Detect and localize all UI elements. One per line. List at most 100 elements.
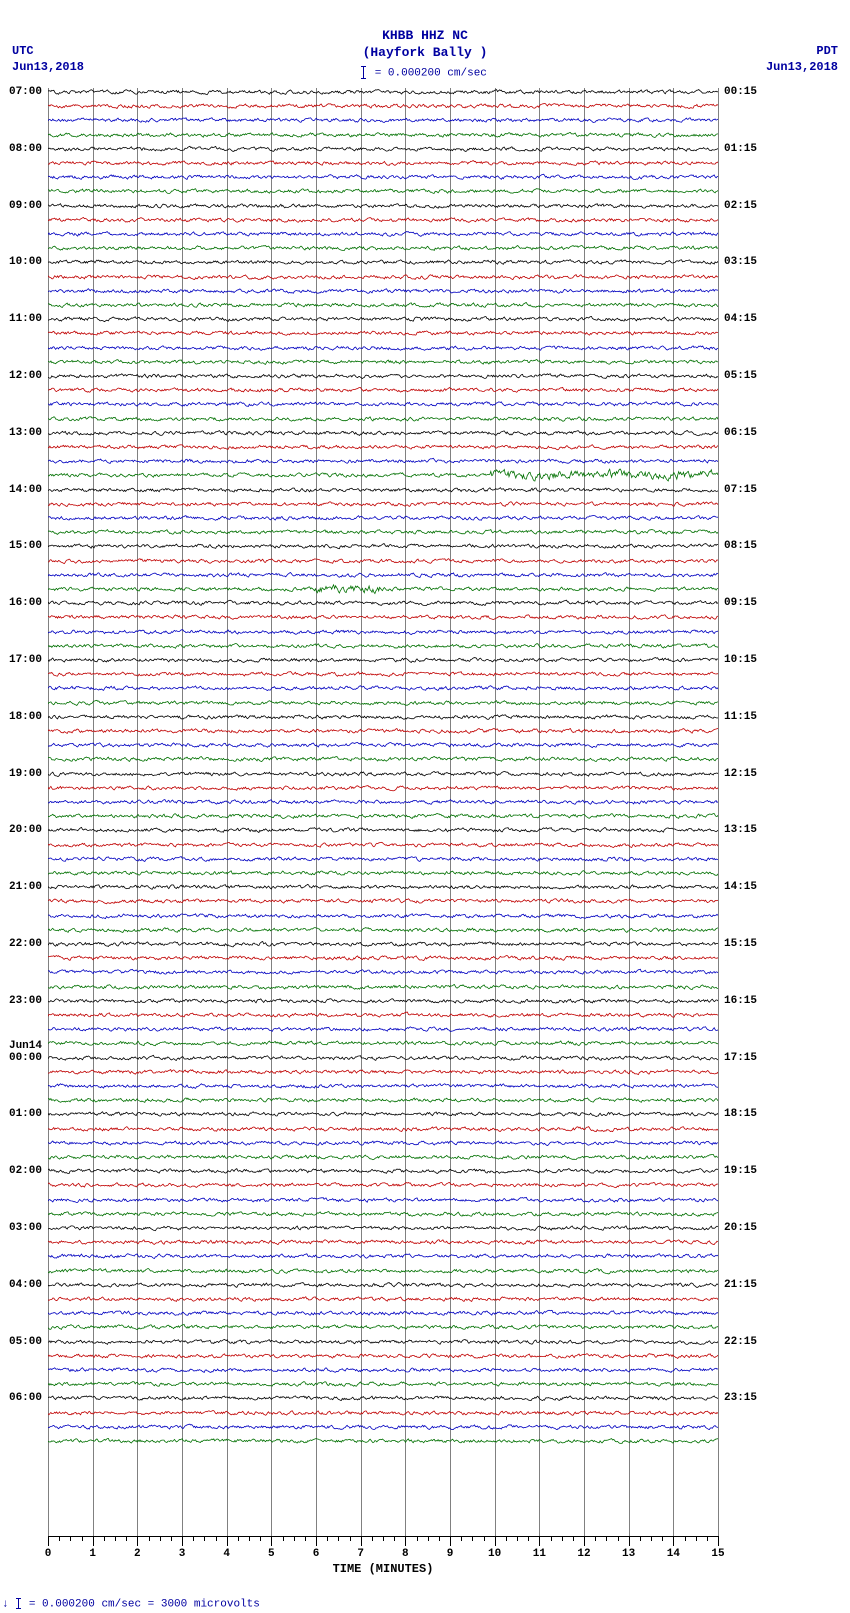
trace-row (48, 241, 718, 255)
trace-row (48, 128, 718, 142)
utc-time-label: 18:00 (9, 711, 42, 723)
xtick-minor (372, 1536, 373, 1541)
xtick-major (316, 1536, 317, 1546)
trace-row (48, 1363, 718, 1377)
utc-time-label: 06:00 (9, 1392, 42, 1404)
utc-time-label: 07:00 (9, 86, 42, 98)
seismogram-plot: 07:0008:0009:0010:0011:0012:0013:0014:00… (48, 88, 718, 1536)
trace-row (48, 369, 718, 383)
xtick-minor (82, 1536, 83, 1541)
trace-row (48, 1221, 718, 1235)
trace-row (48, 795, 718, 809)
xtick-label: 14 (667, 1548, 680, 1560)
trace-row (48, 1292, 718, 1306)
xtick-minor (327, 1536, 328, 1541)
trace-row (48, 284, 718, 298)
xtick-minor (249, 1536, 250, 1541)
xtick-major (361, 1536, 362, 1546)
pdt-time-label: 06:15 (724, 427, 757, 439)
trace-row (48, 767, 718, 781)
trace-row (48, 667, 718, 681)
trace-row (48, 610, 718, 624)
xtick-label: 7 (357, 1548, 364, 1560)
utc-time-label: 08:00 (9, 143, 42, 155)
xtick-minor (216, 1536, 217, 1541)
trace-row (48, 383, 718, 397)
pdt-time-label: 16:15 (724, 995, 757, 1007)
trace-row (48, 738, 718, 752)
xtick-label: 3 (179, 1548, 186, 1560)
trace-row (48, 681, 718, 695)
trace-row (48, 1164, 718, 1178)
xtick-minor (104, 1536, 105, 1541)
xtick-major (450, 1536, 451, 1546)
trace-row (48, 454, 718, 468)
pdt-time-label: 01:15 (724, 143, 757, 155)
trace-row (48, 1320, 718, 1334)
trace-row (48, 1349, 718, 1363)
utc-time-label: 12:00 (9, 370, 42, 382)
xtick-label: 11 (533, 1548, 546, 1560)
xtick-minor (59, 1536, 60, 1541)
xtick-minor (115, 1536, 116, 1541)
xtick-minor (707, 1536, 708, 1541)
footer: ↓ = 0.000200 cm/sec = 3000 microvolts (2, 1598, 260, 1610)
xtick-minor (461, 1536, 462, 1541)
trace-row (48, 554, 718, 568)
trace-row (48, 724, 718, 738)
xtick-label: 12 (577, 1548, 590, 1560)
trace-row (48, 142, 718, 156)
trace-row (48, 653, 718, 667)
station-code: KHBB HHZ NC (0, 28, 850, 45)
trace-row (48, 1178, 718, 1192)
footer-text: = 0.000200 cm/sec = 3000 microvolts (29, 1598, 260, 1610)
xtick-minor (439, 1536, 440, 1541)
xtick-minor (551, 1536, 552, 1541)
utc-time-label: 01:00 (9, 1108, 42, 1120)
xtick-major (48, 1536, 49, 1546)
trace-row (48, 1434, 718, 1448)
scale-text: = 0.000200 cm/sec (375, 67, 487, 79)
xtick-major (629, 1536, 630, 1546)
xtick-label: 6 (313, 1548, 320, 1560)
trace-row (48, 1022, 718, 1036)
trace-row (48, 99, 718, 113)
xtick-label: 1 (89, 1548, 96, 1560)
footer-bar-icon (18, 1598, 19, 1609)
trace-row (48, 511, 718, 525)
trace-row (48, 85, 718, 99)
trace-row (48, 312, 718, 326)
pdt-time-label: 23:15 (724, 1392, 757, 1404)
pdt-time-label: 14:15 (724, 881, 757, 893)
trace-row (48, 1406, 718, 1420)
xtick-label: 5 (268, 1548, 275, 1560)
trace-row (48, 255, 718, 269)
xtick-minor (573, 1536, 574, 1541)
trace-row (48, 1136, 718, 1150)
trace-row (48, 1036, 718, 1050)
trace-row (48, 568, 718, 582)
utc-date-label: Jun14 (9, 1040, 42, 1052)
xtick-minor (528, 1536, 529, 1541)
utc-time-label: 05:00 (9, 1336, 42, 1348)
trace-row (48, 426, 718, 440)
xtick-minor (394, 1536, 395, 1541)
trace-row (48, 923, 718, 937)
pdt-time-label: 02:15 (724, 200, 757, 212)
trace-row (48, 625, 718, 639)
xtick-major (495, 1536, 496, 1546)
trace-row (48, 1065, 718, 1079)
xtick-minor (193, 1536, 194, 1541)
utc-time-label: 03:00 (9, 1222, 42, 1234)
xtick-label: 4 (223, 1548, 230, 1560)
trace-row (48, 341, 718, 355)
trace-row (48, 852, 718, 866)
pdt-time-label: 19:15 (724, 1165, 757, 1177)
xaxis-title: TIME (MINUTES) (48, 1562, 718, 1576)
xtick-minor (472, 1536, 473, 1541)
station-location: (Hayfork Bally ) (0, 45, 850, 62)
trace-row (48, 596, 718, 610)
utc-time-label: 17:00 (9, 654, 42, 666)
trace-row (48, 1122, 718, 1136)
pdt-time-label: 11:15 (724, 711, 757, 723)
